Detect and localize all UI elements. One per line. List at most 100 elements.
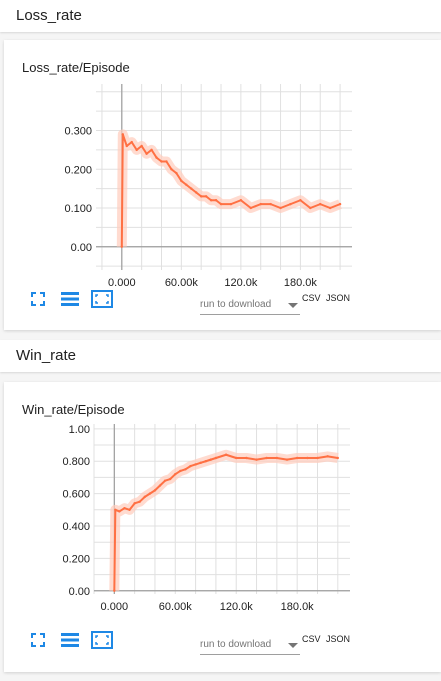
data-point <box>190 187 193 190</box>
data-point <box>319 202 322 206</box>
data-point <box>153 489 157 492</box>
data-point <box>249 206 252 210</box>
chevron-down-icon <box>288 643 298 648</box>
x-tick-label: 60.00k <box>159 601 193 613</box>
y-tick-label: 0.100 <box>64 203 92 215</box>
data-point <box>140 144 143 148</box>
data-point <box>175 171 178 175</box>
data-point <box>143 495 146 499</box>
data-point <box>138 500 141 503</box>
series-band <box>116 129 342 247</box>
x-tick-label: 180.0k <box>281 601 315 613</box>
chart-card-loss-rate: Loss_rate/Episode 0.000 60.00k 120.0k 180.0… <box>4 40 441 330</box>
data-point <box>209 458 213 461</box>
data-point <box>121 133 124 136</box>
data-point <box>245 456 248 460</box>
data-point <box>125 144 128 148</box>
data-point <box>135 148 138 152</box>
data-point <box>113 589 116 592</box>
data-point <box>214 199 218 202</box>
json-link[interactable]: JSON <box>326 293 351 303</box>
chart-title: Loss_rate/Episode <box>22 60 130 75</box>
fit-screen-icon[interactable] <box>30 291 46 312</box>
data-point <box>224 453 228 456</box>
data-point <box>184 468 187 471</box>
data-point <box>199 461 202 465</box>
data-point <box>180 179 183 183</box>
data-point <box>128 508 131 512</box>
data-point <box>199 195 203 198</box>
y-tick-label: 0.400 <box>62 521 90 533</box>
data-point <box>160 160 163 163</box>
x-tick-label: 60.00k <box>165 277 199 289</box>
y-tick-label: 0.00 <box>69 586 90 598</box>
data-point <box>214 456 218 460</box>
data-point <box>145 152 148 155</box>
data-point <box>194 463 197 466</box>
data-point <box>155 156 158 159</box>
run-select-placeholder: run to download <box>200 639 272 650</box>
list-icon[interactable] <box>60 632 80 653</box>
data-point <box>185 183 188 186</box>
y-tick-label: 0.200 <box>64 164 92 176</box>
section-header-loss-rate[interactable]: Loss_rate <box>0 0 441 32</box>
data-point <box>239 199 243 202</box>
data-point <box>219 202 223 206</box>
win-rate-chart[interactable]: 0.000 60.00k 120.0k 180.0k 0.00 0.200 0.400 0.6… <box>4 382 441 672</box>
focus-icon[interactable] <box>91 631 113 654</box>
y-tick-label: 0.00 <box>71 242 92 254</box>
fit-screen-icon[interactable] <box>30 632 46 653</box>
data-point <box>285 458 289 461</box>
data-point <box>150 148 153 152</box>
run-select-placeholder: run to download <box>200 299 272 310</box>
series-band <box>109 449 339 591</box>
data-point <box>130 140 133 144</box>
focus-icon[interactable] <box>91 290 113 313</box>
section-header-win-rate[interactable]: Win_rate <box>0 340 441 372</box>
loss-rate-chart[interactable]: 0.000 60.00k 120.0k 180.0k 0.00 0.100 0.200 0.3… <box>4 40 441 330</box>
data-point <box>174 472 177 476</box>
data-point <box>279 206 282 210</box>
series-line <box>113 453 338 591</box>
data-point <box>306 456 309 460</box>
data-point <box>209 199 213 202</box>
data-point <box>204 460 207 463</box>
series-line <box>120 133 341 247</box>
list-icon[interactable] <box>60 291 80 312</box>
data-point <box>265 456 268 460</box>
x-tick-label: 0.000 <box>108 277 136 289</box>
y-tick-label: 0.200 <box>62 553 90 565</box>
data-point <box>316 456 319 460</box>
data-point <box>189 464 192 468</box>
run-select[interactable]: run to download <box>200 295 300 315</box>
data-point <box>165 160 168 163</box>
data-point <box>170 168 173 171</box>
y-tick-label: 0.300 <box>64 126 92 138</box>
data-point <box>195 191 198 194</box>
data-point <box>133 502 136 505</box>
data-point <box>269 202 272 206</box>
data-point <box>338 202 342 206</box>
data-point <box>114 508 117 512</box>
data-point <box>123 506 126 510</box>
json-link[interactable]: JSON <box>326 634 351 644</box>
csv-link[interactable]: CSV <box>302 293 321 303</box>
chart-title: Win_rate/Episode <box>22 402 125 417</box>
data-point <box>295 456 299 460</box>
csv-link[interactable]: CSV <box>302 634 321 644</box>
y-tick-label: 0.600 <box>62 489 90 501</box>
data-point <box>163 479 167 482</box>
data-point <box>179 469 182 473</box>
data-point <box>336 456 340 460</box>
data-point <box>328 206 332 210</box>
y-tick-label: 0.800 <box>62 456 90 468</box>
data-point <box>229 202 233 206</box>
data-point <box>168 477 172 481</box>
data-point <box>299 199 302 202</box>
data-point <box>204 195 208 198</box>
data-point <box>148 492 152 495</box>
run-select[interactable]: run to download <box>200 635 300 655</box>
chevron-down-icon <box>288 303 298 308</box>
data-point <box>309 206 312 210</box>
section-title: Loss_rate <box>16 7 82 24</box>
